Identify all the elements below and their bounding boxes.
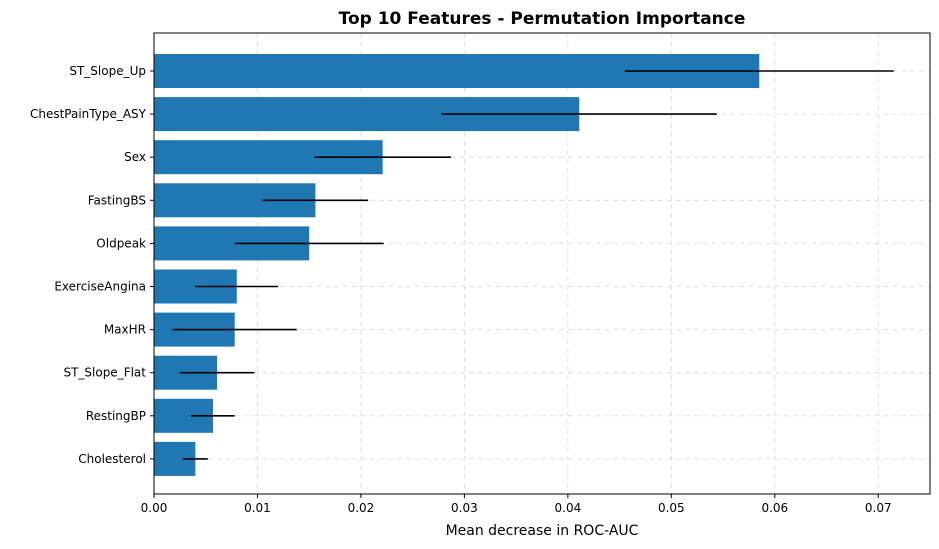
x-axis-label: Mean decrease in ROC-AUC <box>446 523 639 539</box>
y-tick-label: FastingBS <box>88 193 146 207</box>
x-axis-ticks: 0.00 0.01 0.02 0.03 0.04 0.05 0.06 0.07 <box>141 494 892 515</box>
y-tick-label: ST_Slope_Up <box>69 64 146 78</box>
x-tick-label: 0.07 <box>865 501 892 515</box>
plot-frame <box>153 32 931 495</box>
y-tick-label: ST_Slope_Flat <box>63 366 146 380</box>
y-tick-label: MaxHR <box>104 323 146 337</box>
y-tick-label: RestingBP <box>86 409 146 423</box>
chart-title: Top 10 Features - Permutation Importance <box>339 9 746 29</box>
x-tick-label: 0.03 <box>451 501 478 515</box>
y-tick-label: Sex <box>124 150 146 164</box>
y-tick-label: Cholesterol <box>78 452 146 466</box>
error-bar-layer <box>172 70 894 460</box>
bar-layer <box>154 54 760 476</box>
x-tick-label: 0.02 <box>348 501 375 515</box>
x-tick-label: 0.06 <box>761 501 788 515</box>
y-tick-label: ExerciseAngina <box>54 280 146 294</box>
x-tick-label: 0.01 <box>244 501 271 515</box>
y-axis-ticks: ST_Slope_Up ChestPainType_ASY Sex FastingBS… <box>30 64 154 466</box>
x-tick-label: 0.04 <box>555 501 582 515</box>
x-tick-label: 0.00 <box>141 501 168 515</box>
y-tick-label: Oldpeak <box>96 236 146 250</box>
x-tick-label: 0.05 <box>658 501 685 515</box>
y-tick-label: ChestPainType_ASY <box>30 107 147 121</box>
